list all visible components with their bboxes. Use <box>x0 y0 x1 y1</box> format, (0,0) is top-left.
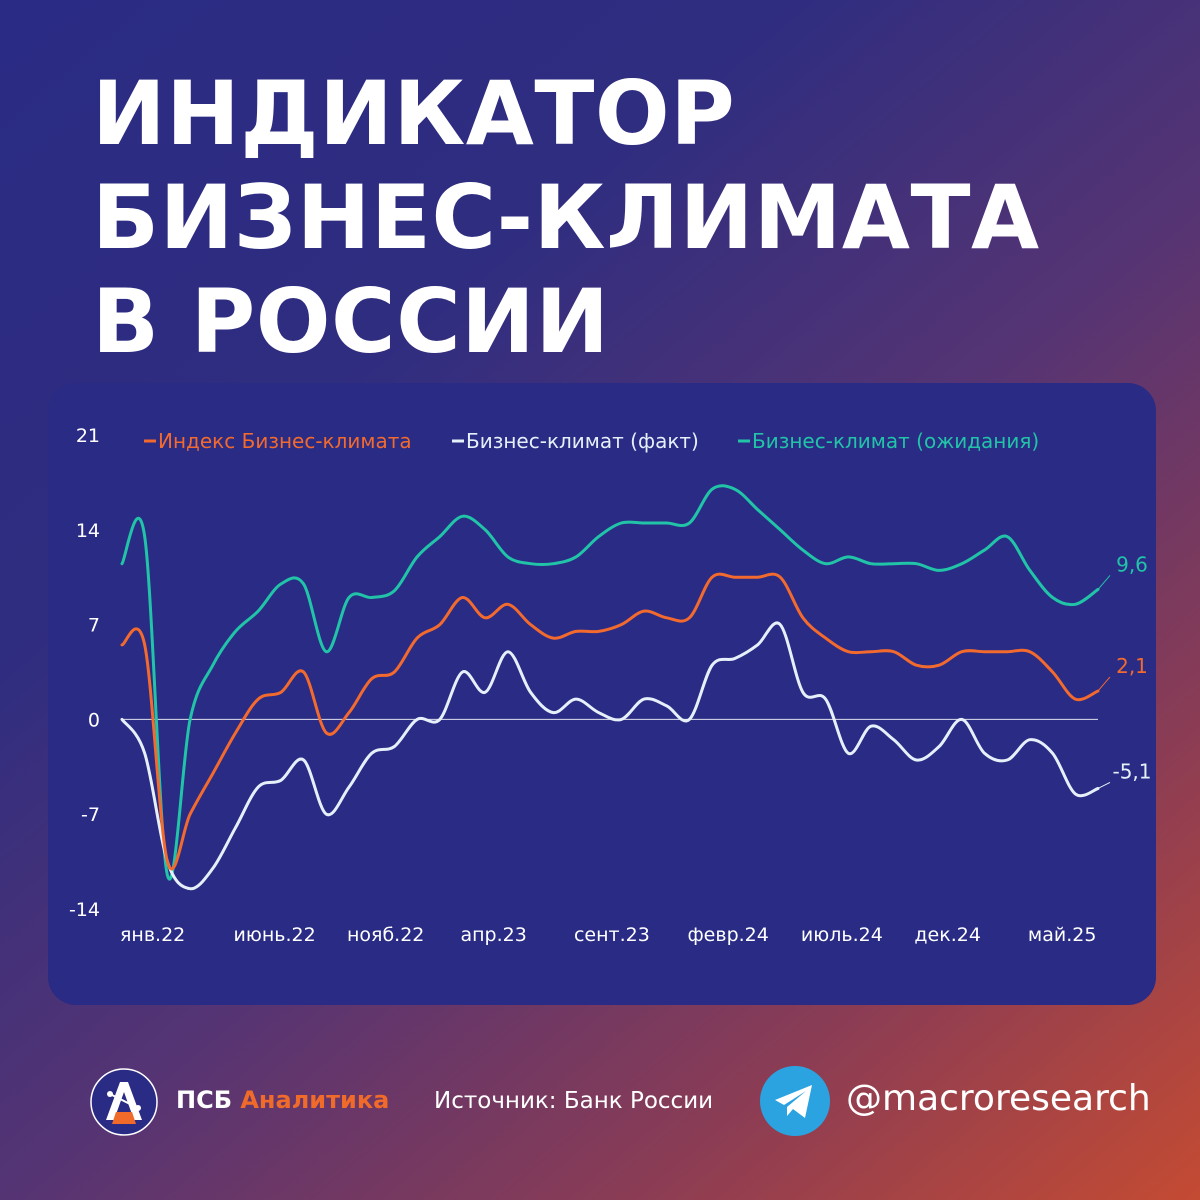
x-axis-ticks: янв.22 июнь.22 нояб.22 апр.23 сент.23 февр.24… <box>120 924 1096 946</box>
x-tick-label: нояб.22 <box>347 924 424 946</box>
telegram-icon[interactable] <box>760 1066 830 1136</box>
y-tick-label: -7 <box>81 804 100 826</box>
end-label-leader <box>1097 676 1111 692</box>
legend: Индекс Бизнес-климата Бизнес-климат (факт… <box>144 429 1039 453</box>
x-tick-label: май.25 <box>1028 924 1097 946</box>
series-line-2 <box>120 484 1100 881</box>
end-label-leader <box>1097 782 1111 789</box>
y-tick-label: 7 <box>88 615 100 637</box>
legend-entry: Бизнес-климат (факт) <box>466 429 699 453</box>
source-text: Источник: Банк России <box>434 1088 714 1114</box>
telegram-handle[interactable]: @macroresearch <box>846 1078 1151 1119</box>
x-tick-label: янв.22 <box>120 924 185 946</box>
end-label-leader <box>1097 575 1111 590</box>
title-line-2: БИЗНЕС-КЛИМАТА <box>92 166 1040 269</box>
x-tick-label: сент.23 <box>574 924 650 946</box>
title-line-1: ИНДИКАТОР <box>92 62 736 165</box>
legend-entry: Бизнес-климат (ожидания) <box>752 429 1039 453</box>
series-line-1 <box>120 621 1100 891</box>
line-chart: 21 14 7 0 -7 -14 янв.22 июнь.22 нояб.22 апр.23 се… <box>69 425 1152 946</box>
y-tick-label: 14 <box>76 520 100 542</box>
series-lines <box>120 484 1100 891</box>
page-title: ИНДИКАТОР БИЗНЕС-КЛИМАТА В РОССИИ <box>92 62 1040 374</box>
x-tick-label: апр.23 <box>460 924 526 946</box>
y-tick-label: 0 <box>88 709 100 731</box>
end-label: 9,6 <box>1116 552 1148 576</box>
psb-analytics-logo-icon <box>90 1068 158 1136</box>
y-tick-label: -14 <box>69 899 100 921</box>
series-line-0 <box>120 572 1100 871</box>
x-tick-label: дек.24 <box>914 924 981 946</box>
y-axis-ticks: 21 14 7 0 -7 -14 <box>69 425 100 921</box>
x-tick-label: июнь.22 <box>233 924 315 946</box>
y-tick-label: 21 <box>76 425 100 447</box>
x-tick-label: июль.24 <box>801 924 883 946</box>
end-labels: 2,1 -5,1 9,6 <box>1097 552 1152 789</box>
title-line-3: В РОССИИ <box>92 270 610 373</box>
brand-prefix: ПСБ <box>176 1086 232 1114</box>
chart-card: 21 14 7 0 -7 -14 янв.22 июнь.22 нояб.22 апр.23 се… <box>48 383 1156 1005</box>
end-label: -5,1 <box>1112 759 1151 783</box>
brand-name: ПСБ Аналитика <box>176 1086 389 1114</box>
brand-accent: Аналитика <box>240 1086 390 1114</box>
x-tick-label: февр.24 <box>687 924 768 946</box>
end-label: 2,1 <box>1116 654 1148 678</box>
legend-entry: Индекс Бизнес-климата <box>158 429 412 453</box>
